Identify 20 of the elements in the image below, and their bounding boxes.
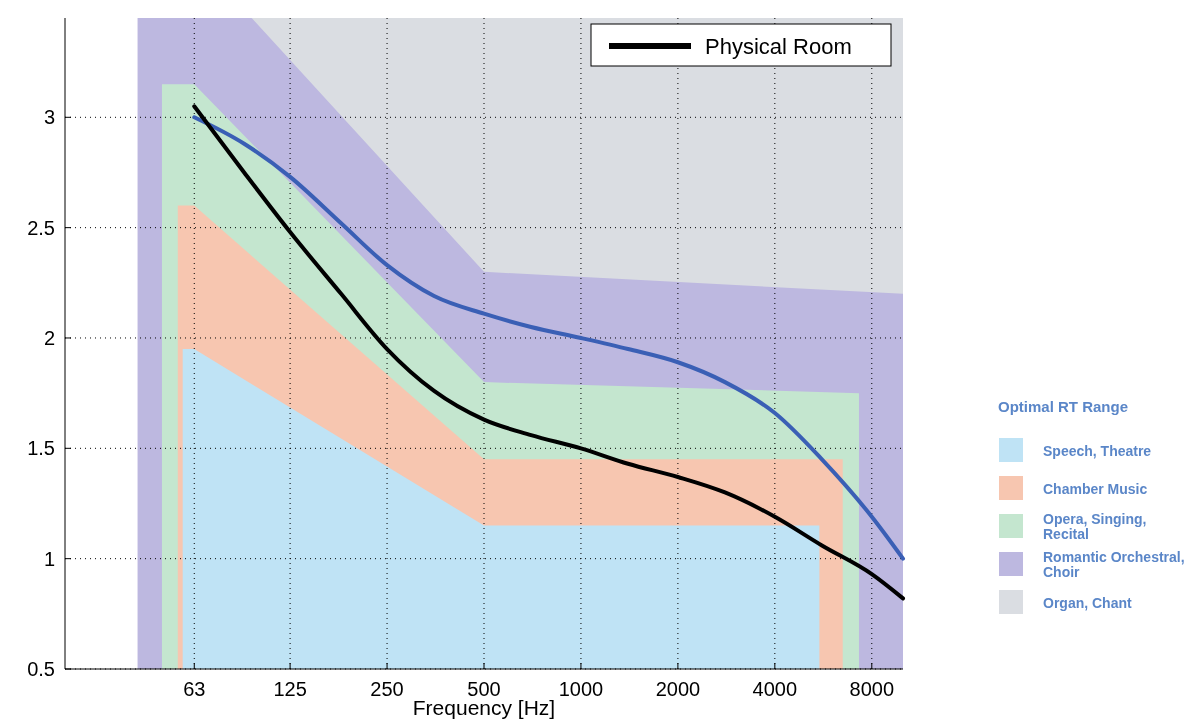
x-tick-label: 250 <box>370 678 404 700</box>
y-tick-label: 2.5 <box>27 216 55 239</box>
x-tick-label: 1000 <box>558 678 604 700</box>
legend-label: Chamber Music <box>1043 481 1148 497</box>
x-tick-label: 125 <box>273 678 307 700</box>
legend-label: Organ, Chant <box>1043 595 1133 611</box>
legend-label: Speech, Theatre <box>1043 443 1152 459</box>
y-tick-label: 2 <box>43 326 55 349</box>
y-tick-label: 3 <box>43 106 55 129</box>
y-tick-label: 0.5 <box>27 658 55 680</box>
x-tick-label: 8000 <box>849 678 895 700</box>
legend-label: Physical Room <box>705 34 852 59</box>
legend-title: Optimal RT Range <box>998 398 1129 415</box>
legend-label: Romantic Orchestral, Choir <box>1043 549 1185 580</box>
x-tick-label: 2000 <box>655 678 701 700</box>
x-tick-label: 63 <box>183 678 206 700</box>
y-tick-label: 1 <box>43 547 55 570</box>
legend-label: Opera, Singing, Recital <box>1043 511 1147 542</box>
y-tick-label: 1.5 <box>27 437 55 460</box>
x-tick-label: 4000 <box>752 678 798 700</box>
